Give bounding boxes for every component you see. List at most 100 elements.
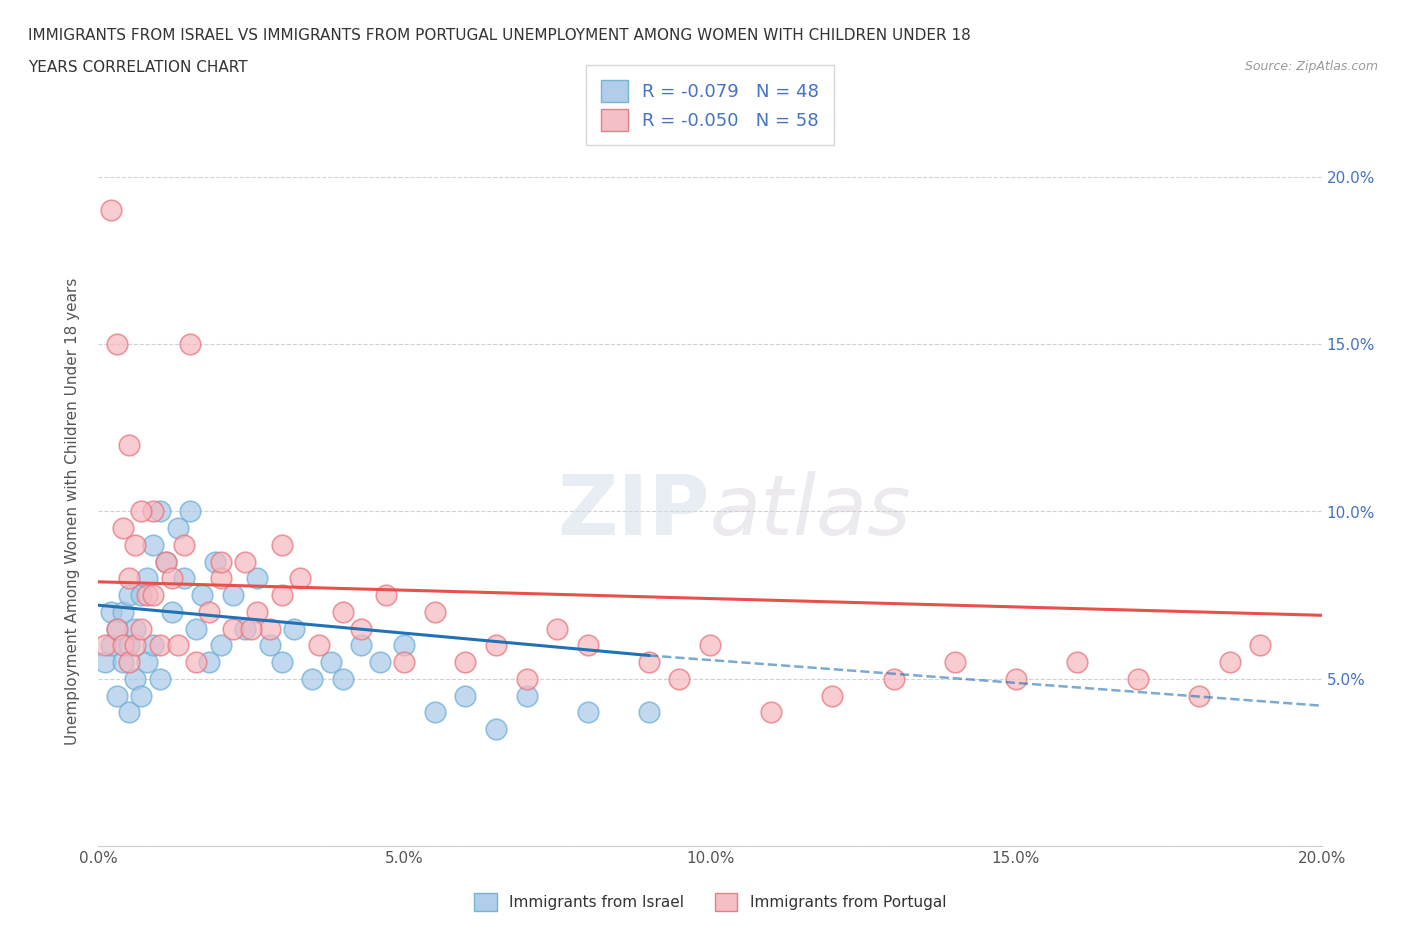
Point	[319, 655, 342, 670]
Point	[142, 638, 165, 653]
Point	[111, 604, 134, 619]
Point	[259, 621, 281, 636]
Point	[129, 504, 152, 519]
Point	[246, 604, 269, 619]
Point	[1188, 688, 1211, 703]
Point	[179, 504, 201, 519]
Text: IMMIGRANTS FROM ISRAEL VS IMMIGRANTS FROM PORTUGAL UNEMPLOYMENT AMONG WOMEN WITH: IMMIGRANTS FROM ISRAEL VS IMMIGRANTS FRO…	[28, 28, 972, 43]
Point	[233, 621, 256, 636]
Point	[118, 588, 141, 603]
Point	[142, 588, 165, 603]
Point	[173, 571, 195, 586]
Text: atlas: atlas	[710, 471, 911, 552]
Point	[160, 571, 183, 586]
Point	[149, 504, 172, 519]
Point	[883, 671, 905, 686]
Point	[186, 655, 208, 670]
Point	[167, 638, 190, 653]
Point	[270, 538, 292, 552]
Y-axis label: Unemployment Among Women with Children Under 18 years: Unemployment Among Women with Children U…	[65, 278, 80, 745]
Point	[485, 722, 508, 737]
Point	[129, 588, 152, 603]
Point	[301, 671, 323, 686]
Point	[332, 604, 354, 619]
Point	[124, 671, 146, 686]
Point	[668, 671, 690, 686]
Point	[136, 655, 159, 670]
Point	[118, 571, 141, 586]
Point	[374, 588, 396, 603]
Legend: Immigrants from Israel, Immigrants from Portugal: Immigrants from Israel, Immigrants from …	[467, 885, 953, 919]
Point	[149, 638, 172, 653]
Point	[118, 705, 141, 720]
Point	[423, 604, 446, 619]
Point	[233, 554, 256, 569]
Point	[124, 538, 146, 552]
Point	[283, 621, 305, 636]
Point	[124, 621, 146, 636]
Point	[1249, 638, 1271, 653]
Point	[350, 621, 373, 636]
Point	[270, 655, 292, 670]
Point	[118, 638, 141, 653]
Point	[197, 655, 219, 670]
Point	[222, 621, 245, 636]
Text: ZIP: ZIP	[558, 471, 710, 552]
Point	[821, 688, 844, 703]
Point	[350, 638, 373, 653]
Point	[129, 688, 152, 703]
Point	[332, 671, 354, 686]
Point	[259, 638, 281, 653]
Point	[576, 638, 599, 653]
Point	[943, 655, 966, 670]
Text: YEARS CORRELATION CHART: YEARS CORRELATION CHART	[28, 60, 247, 75]
Point	[111, 638, 134, 653]
Point	[93, 638, 115, 653]
Point	[105, 688, 128, 703]
Point	[576, 705, 599, 720]
Point	[1219, 655, 1241, 670]
Point	[368, 655, 391, 670]
Point	[100, 604, 122, 619]
Point	[136, 588, 159, 603]
Point	[1004, 671, 1026, 686]
Point	[149, 671, 172, 686]
Point	[516, 688, 538, 703]
Text: Source: ZipAtlas.com: Source: ZipAtlas.com	[1244, 60, 1378, 73]
Point	[111, 655, 134, 670]
Point	[209, 638, 232, 653]
Point	[759, 705, 782, 720]
Point	[454, 688, 477, 703]
Point	[155, 554, 177, 569]
Point	[1128, 671, 1150, 686]
Point	[204, 554, 226, 569]
Point	[186, 621, 208, 636]
Point	[222, 588, 245, 603]
Point	[637, 705, 661, 720]
Point	[240, 621, 263, 636]
Point	[392, 655, 416, 670]
Point	[93, 655, 115, 670]
Point	[100, 203, 122, 218]
Point	[124, 638, 146, 653]
Point	[105, 337, 128, 352]
Point	[105, 621, 128, 636]
Point	[699, 638, 721, 653]
Point	[485, 638, 508, 653]
Point	[270, 588, 292, 603]
Point	[142, 504, 165, 519]
Point	[209, 554, 232, 569]
Point	[392, 638, 416, 653]
Point	[308, 638, 330, 653]
Point	[111, 521, 134, 536]
Point	[191, 588, 214, 603]
Point	[209, 571, 232, 586]
Point	[160, 604, 183, 619]
Point	[423, 705, 446, 720]
Point	[454, 655, 477, 670]
Point	[136, 571, 159, 586]
Point	[118, 437, 141, 452]
Point	[637, 655, 661, 670]
Point	[197, 604, 219, 619]
Point	[290, 571, 312, 586]
